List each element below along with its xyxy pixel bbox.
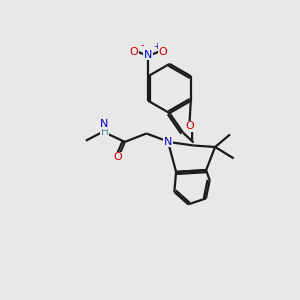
Text: O: O [158,46,167,57]
Text: -: - [140,40,144,50]
Text: O: O [185,121,194,131]
Text: N: N [144,50,152,60]
Text: +: + [153,42,160,51]
Text: N: N [164,137,172,147]
Text: O: O [114,152,123,163]
Text: H: H [100,127,108,137]
Text: N: N [100,119,109,129]
Text: O: O [129,46,138,57]
